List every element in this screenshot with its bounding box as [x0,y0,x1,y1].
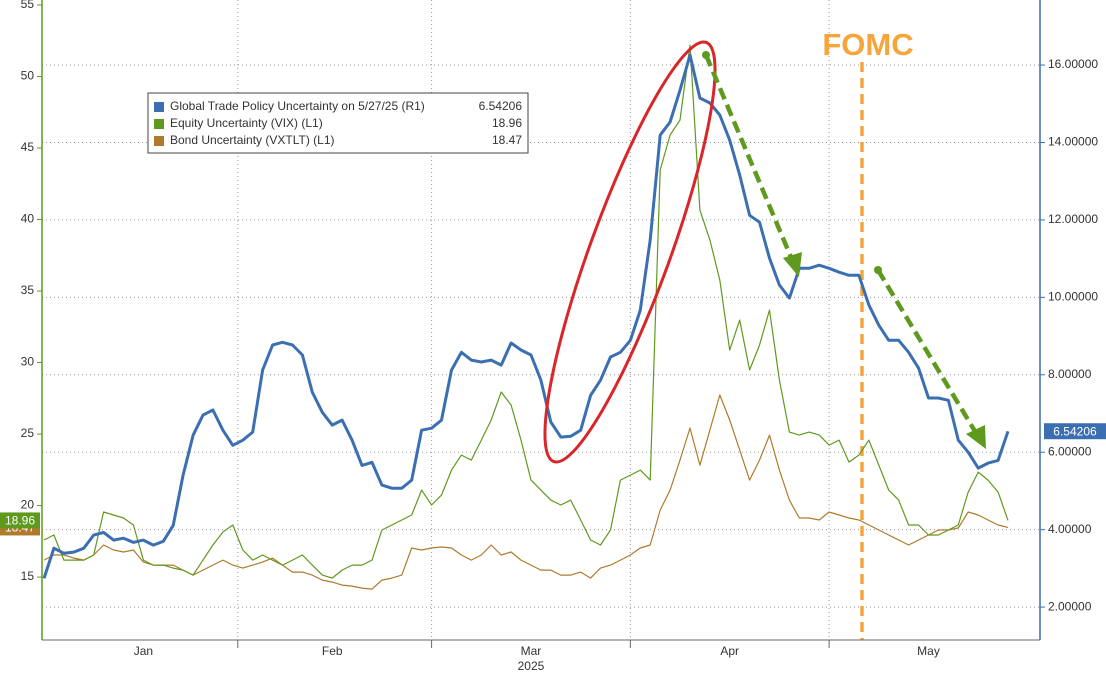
y-tick-label: 45 [21,140,35,154]
x-tick-label: Apr [720,644,739,658]
value-tag [0,512,40,529]
y-tick-label: 50 [21,69,35,83]
legend-value: 18.96 [492,116,522,130]
legend-value: 18.47 [492,133,522,147]
x-tick-label: Jan [134,644,153,658]
legend-label: Equity Uncertainty (VIX) (L1) [170,116,323,130]
y2-tick-label: 2.00000 [1048,599,1092,613]
series-line [42,53,1010,579]
y2-tick-label: 14.00000 [1048,135,1098,149]
x-tick-label: Mar [521,644,542,658]
arrow-head [966,425,986,449]
legend-swatch [154,102,164,112]
y-tick-label: 35 [21,283,35,297]
legend-label: Global Trade Policy Uncertainty on 5/27/… [170,99,425,113]
y-tick-label: 20 [21,498,35,512]
trend-arrow [703,54,796,263]
value-tag-label: 18.96 [5,514,35,528]
y-tick-label: 15 [21,569,35,583]
y2-tick-label: 4.00000 [1048,522,1092,536]
highlight-ellipse [543,40,717,464]
y2-tick-label: 12.00000 [1048,212,1098,226]
y-tick-label: 55 [21,0,35,11]
y-tick-label: 25 [21,426,35,440]
legend-value: 6.54206 [479,99,523,113]
trend-arrow [876,268,978,435]
legend-swatch [154,119,164,129]
value-tag [1044,423,1106,440]
annotation-shapes [543,40,986,464]
y2-tick-label: 8.00000 [1048,367,1092,381]
legend-swatch [154,136,164,146]
legend-box [147,92,529,154]
year-label: 2025 [518,659,545,673]
legend-label: Bond Uncertainty (VXTLT) (L1) [170,133,335,147]
y-tick-label: 30 [21,355,35,369]
value-tag-label: 6.54206 [1053,424,1097,438]
series-line [43,394,1009,590]
x-tick-label: May [917,644,940,658]
series-line [43,44,1009,579]
annotation: FOMC [822,27,913,62]
x-tick-label: Feb [322,644,343,658]
y2-tick-label: 16.00000 [1048,57,1098,71]
arrow-head [783,252,802,277]
y2-tick-label: 10.00000 [1048,290,1098,304]
y-tick-label: 40 [21,212,35,226]
y2-tick-label: 6.00000 [1048,444,1092,458]
